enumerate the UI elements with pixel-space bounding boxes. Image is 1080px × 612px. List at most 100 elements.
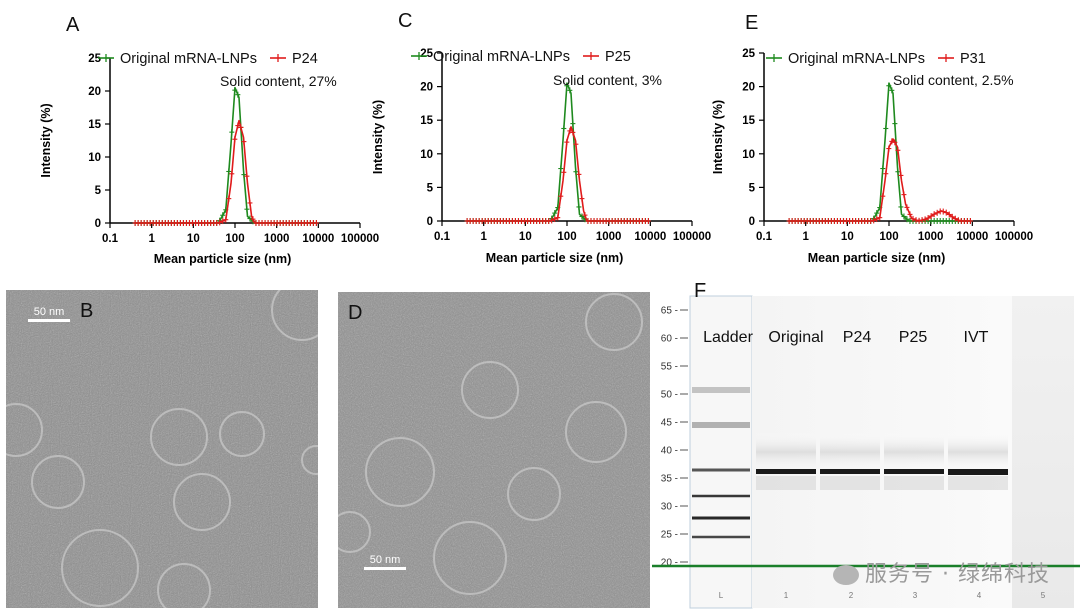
y-axis-label: Intensity (%) — [711, 100, 725, 174]
size-marker-label: 55 - — [661, 362, 678, 373]
y-tick-label: 15 — [88, 119, 101, 131]
y-tick-label: 5 — [749, 182, 756, 194]
y-tick-label: 0 — [749, 216, 755, 228]
lane-smear — [820, 432, 880, 472]
y-tick-label: 25 — [88, 53, 101, 65]
y-tick-label: 10 — [742, 149, 755, 161]
lane-label: P24 — [843, 329, 872, 346]
legend-label: Original mRNA-LNPs — [433, 49, 570, 65]
series-markers — [132, 122, 319, 226]
lane-label: Ladder — [703, 329, 753, 346]
watermark: 服务号 · 绿绵科技 — [833, 556, 1050, 588]
panel-letter-c: C — [398, 10, 413, 32]
x-tick-label: 10 — [841, 231, 854, 243]
series-markers — [464, 127, 651, 224]
legend-entry: P24 — [270, 51, 318, 67]
size-marker-label: 20 - — [661, 558, 678, 569]
cryo-em-image-d: D 50 nm — [338, 292, 650, 608]
series-line-original — [467, 82, 649, 222]
lane-smear — [756, 432, 816, 472]
legend-entry: Original mRNA-LNPs — [411, 49, 570, 65]
lane-number: 4 — [977, 591, 982, 600]
lane-shadow — [948, 476, 1008, 490]
size-marker-label: 30 - — [661, 502, 678, 513]
ladder-band — [692, 494, 750, 498]
x-tick-label: 10 — [519, 231, 532, 243]
dls-chart-c: 0.1 1 10 100 1000 10000 100000 0 5 10 15 20 25 Mean p… — [371, 48, 711, 265]
x-tick-label: 10 — [187, 233, 200, 245]
cryo-em-image-b: B 50 nm — [6, 290, 318, 608]
y-tick-label: 10 — [420, 149, 433, 161]
lane-shadow — [756, 476, 816, 490]
x-tick-label: 1 — [148, 233, 155, 245]
size-marker-label: 45 - — [661, 418, 678, 429]
x-tick-label: 100000 — [341, 233, 379, 245]
legend-label: Original mRNA-LNPs — [788, 51, 925, 67]
legend-label: P25 — [605, 49, 631, 65]
size-marker-label: 40 - — [661, 446, 678, 457]
x-tick-label: 1000 — [596, 231, 622, 243]
chart-annotation: Solid content, 27% — [220, 73, 337, 89]
x-tick-label: 100000 — [995, 231, 1033, 243]
x-tick-label: 10000 — [634, 231, 666, 243]
y-axis-label: Intensity (%) — [39, 103, 53, 177]
size-marker-label: 65 - — [661, 306, 678, 317]
sample-band — [884, 469, 944, 474]
lane-label: P25 — [899, 329, 928, 346]
lane-shadow — [820, 476, 880, 490]
y-tick-label: 25 — [420, 48, 433, 60]
size-marker-label: 50 - — [661, 390, 678, 401]
sample-band — [948, 469, 1008, 475]
chart-annotation: Solid content, 3% — [553, 72, 662, 88]
lane-number: 3 — [913, 591, 918, 600]
chart-annotation: Solid content, 2.5% — [893, 72, 1014, 88]
lane-label: Original — [768, 329, 823, 346]
legend-entry: P25 — [583, 49, 631, 65]
x-tick-label: 100 — [557, 231, 576, 243]
x-axis-label: Mean particle size (nm) — [486, 251, 624, 265]
legend-label: Original mRNA-LNPs — [120, 51, 257, 67]
legend-entry: P31 — [938, 51, 986, 67]
x-tick-label: 0.1 — [102, 233, 119, 245]
lane-smear — [948, 432, 1008, 472]
x-tick-label: 1000 — [918, 231, 944, 243]
lane-shadow — [884, 476, 944, 490]
x-tick-label: 1 — [480, 231, 487, 243]
y-tick-label: 25 — [742, 48, 755, 60]
ladder-band — [692, 422, 750, 428]
x-tick-label: 0.1 — [756, 231, 773, 243]
panel-letter-f: F — [694, 280, 707, 302]
y-axis-label: Intensity (%) — [371, 100, 385, 174]
watermark-text: 服务号 · 绿绵科技 — [865, 562, 1050, 587]
y-tick-label: 5 — [95, 185, 102, 197]
x-tick-label: 1000 — [264, 233, 290, 245]
x-axis-label: Mean particle size (nm) — [154, 252, 292, 266]
y-tick-label: 15 — [742, 115, 755, 127]
lane-number: 1 — [784, 591, 789, 600]
ladder-band — [692, 387, 750, 393]
lane-smear — [884, 432, 944, 472]
y-tick-label: 5 — [427, 182, 434, 194]
x-axis-label: Mean particle size (nm) — [808, 251, 946, 265]
lane-number: L — [719, 591, 724, 600]
x-tick-label: 1 — [802, 231, 809, 243]
lane-label: IVT — [964, 329, 989, 346]
panel-letter-a: A — [66, 14, 80, 36]
y-tick-label: 0 — [427, 216, 433, 228]
panel-letter-b: B — [80, 300, 94, 322]
series-line-original — [789, 82, 971, 222]
legend-label: P24 — [292, 51, 318, 67]
scale-bar-label: 50 nm — [369, 554, 401, 566]
ladder-band — [692, 468, 750, 472]
dls-chart-e: 0.1 1 10 100 1000 10000 100000 0 5 10 15 20 25 Mean p… — [711, 48, 1033, 265]
legend-label: P31 — [960, 51, 986, 67]
legend-entry: Original mRNA-LNPs — [766, 51, 925, 67]
y-tick-label: 15 — [420, 115, 433, 127]
y-tick-label: 20 — [88, 86, 101, 98]
lane-number: 2 — [849, 591, 854, 600]
legend-entry: Original mRNA-LNPs — [98, 51, 257, 67]
dls-chart-a: 0.1 1 10 100 1000 10000 100000 0 5 10 15 20 25 Mean p… — [39, 51, 379, 266]
panel-letter-e: E — [745, 12, 759, 34]
em-texture — [338, 292, 650, 608]
series-line-original — [135, 86, 317, 224]
